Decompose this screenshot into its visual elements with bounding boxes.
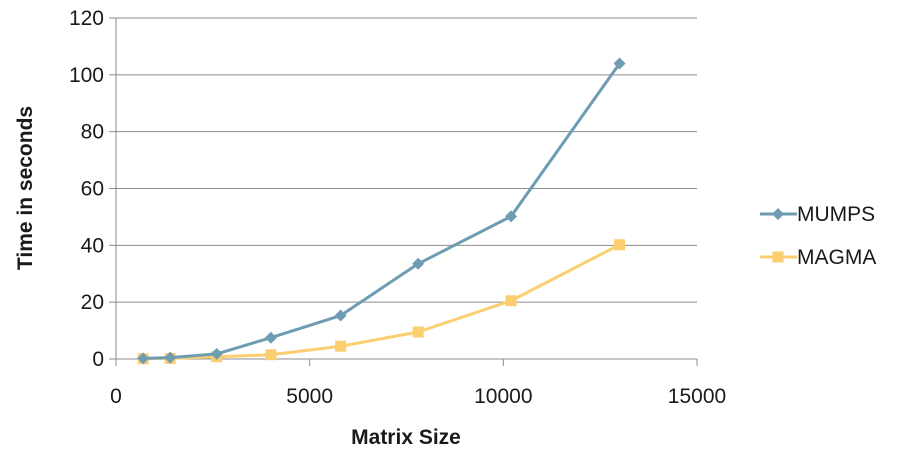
axes (109, 17, 698, 366)
legend-marker-mumps (772, 208, 784, 220)
y-tick-label: 60 (81, 178, 104, 201)
y-tick-label: 20 (81, 291, 104, 314)
legend-label-magma: MAGMA (797, 246, 876, 269)
data-point-mumps (334, 309, 347, 322)
y-tick-label: 120 (69, 7, 104, 30)
data-point-mumps (613, 57, 626, 70)
data-point-mumps (210, 347, 223, 360)
data-point-magma (335, 340, 347, 352)
x-tick-label: 15000 (668, 385, 726, 408)
x-tick-labels: 0 5000 10000 15000 (110, 385, 726, 408)
series-mumps (137, 57, 626, 365)
x-axis-title: Matrix Size (351, 426, 461, 449)
series-layer (137, 57, 626, 365)
legend: MUMPS MAGMA (760, 203, 876, 269)
y-tick-label: 0 (92, 348, 104, 371)
legend-marker-magma (772, 251, 784, 263)
series-line-mumps (143, 62, 621, 360)
y-tick-labels: 0 20 40 60 80 100 120 (69, 7, 104, 371)
y-axis-title: Time in seconds (14, 106, 37, 270)
data-point-mumps (412, 257, 425, 270)
data-point-magma (505, 295, 517, 307)
x-tick-label: 5000 (286, 385, 333, 408)
data-point-mumps (164, 351, 177, 364)
y-tick-label: 80 (81, 121, 104, 144)
data-point-magma (614, 239, 626, 251)
legend-item-magma: MAGMA (760, 246, 876, 269)
data-point-mumps (505, 210, 518, 223)
x-tick-label: 10000 (474, 385, 532, 408)
y-tick-label: 40 (81, 234, 104, 257)
data-point-magma (265, 349, 277, 361)
data-point-magma (412, 326, 424, 338)
legend-item-mumps: MUMPS (760, 203, 875, 226)
y-tick-label: 100 (69, 64, 104, 87)
legend-label-mumps: MUMPS (797, 203, 875, 226)
data-point-mumps (264, 331, 277, 344)
x-tick-label: 0 (110, 385, 122, 408)
data-point-mumps (137, 352, 150, 365)
gridlines (116, 17, 697, 303)
